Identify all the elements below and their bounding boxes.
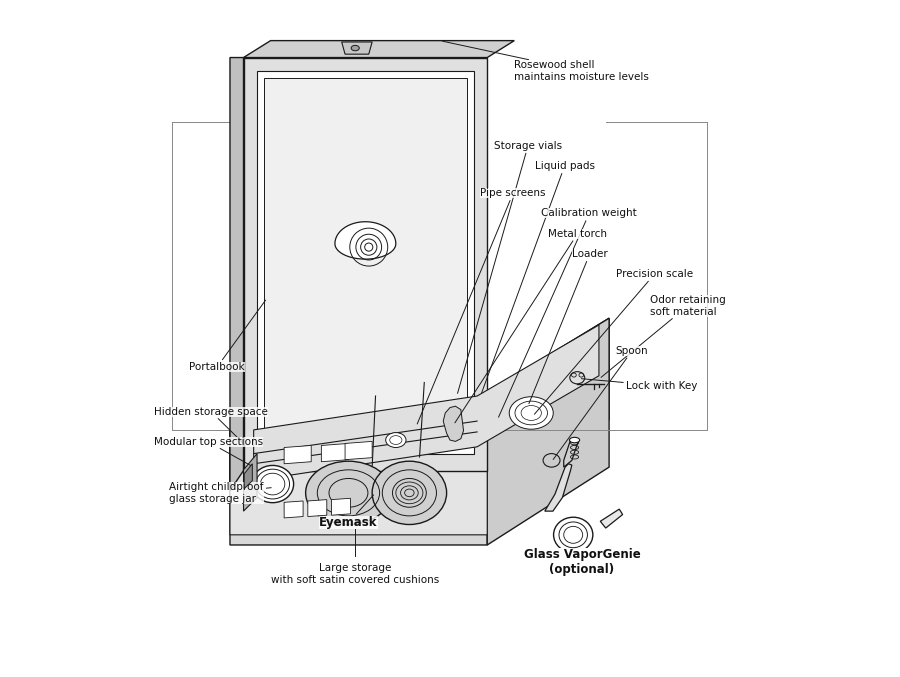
- Text: Odor retaining
soft material: Odor retaining soft material: [601, 295, 725, 377]
- Polygon shape: [342, 42, 372, 54]
- Polygon shape: [600, 509, 623, 528]
- Ellipse shape: [252, 466, 293, 502]
- Polygon shape: [321, 443, 348, 462]
- Polygon shape: [284, 445, 311, 464]
- Polygon shape: [230, 318, 609, 491]
- Text: Modular top sections: Modular top sections: [154, 437, 264, 466]
- Polygon shape: [563, 440, 579, 467]
- Text: Pipe screens: Pipe screens: [418, 188, 546, 424]
- Ellipse shape: [351, 45, 359, 51]
- Polygon shape: [244, 464, 252, 489]
- Ellipse shape: [386, 433, 406, 447]
- Text: Precision scale: Precision scale: [535, 269, 693, 414]
- Text: Rosewood shell
maintains moisture levels: Rosewood shell maintains moisture levels: [443, 41, 649, 82]
- Polygon shape: [443, 406, 464, 441]
- Text: Hidden storage space: Hidden storage space: [154, 407, 268, 445]
- Polygon shape: [335, 222, 396, 259]
- Text: Airtight childproof
glass storage jar: Airtight childproof glass storage jar: [169, 482, 271, 504]
- Polygon shape: [308, 500, 327, 517]
- Polygon shape: [331, 498, 350, 515]
- Ellipse shape: [570, 437, 580, 443]
- Polygon shape: [264, 78, 467, 447]
- Polygon shape: [544, 464, 572, 511]
- Polygon shape: [244, 41, 514, 58]
- Text: Spoon: Spoon: [554, 346, 649, 460]
- Polygon shape: [244, 58, 487, 471]
- Text: Large storage
with soft satin covered cushions: Large storage with soft satin covered cu…: [271, 563, 439, 585]
- Text: Loader: Loader: [529, 249, 608, 403]
- Text: Calibration weight: Calibration weight: [499, 209, 637, 417]
- Text: Lock with Key: Lock with Key: [581, 378, 698, 391]
- Text: Liquid pads: Liquid pads: [482, 161, 595, 393]
- Ellipse shape: [554, 517, 593, 552]
- Polygon shape: [244, 454, 257, 511]
- Ellipse shape: [306, 461, 392, 525]
- Text: Glass VaporGenie
(optional): Glass VaporGenie (optional): [524, 548, 641, 576]
- Polygon shape: [487, 318, 609, 545]
- Ellipse shape: [372, 461, 446, 525]
- Polygon shape: [230, 393, 487, 535]
- Text: Metal torch: Metal torch: [454, 229, 608, 423]
- Polygon shape: [284, 501, 303, 518]
- Text: Storage vials: Storage vials: [457, 141, 562, 393]
- Polygon shape: [230, 58, 244, 491]
- Polygon shape: [345, 441, 372, 460]
- Text: Portalbook: Portalbook: [189, 300, 266, 372]
- Polygon shape: [254, 325, 598, 481]
- Text: Eyemask: Eyemask: [320, 495, 378, 529]
- Polygon shape: [257, 71, 473, 454]
- Polygon shape: [230, 393, 487, 545]
- Ellipse shape: [509, 397, 554, 429]
